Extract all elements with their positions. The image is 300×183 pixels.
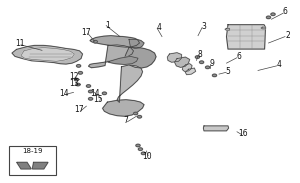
Text: 18-19: 18-19	[22, 148, 43, 154]
Text: 7: 7	[124, 116, 128, 125]
Text: 4: 4	[277, 60, 281, 70]
Polygon shape	[90, 36, 140, 47]
Text: 4: 4	[157, 23, 161, 32]
Circle shape	[74, 78, 79, 81]
Text: 5: 5	[226, 67, 230, 76]
Text: 8: 8	[197, 50, 202, 59]
Circle shape	[271, 13, 275, 16]
Circle shape	[137, 115, 142, 118]
Polygon shape	[117, 65, 142, 102]
Polygon shape	[185, 68, 196, 75]
Circle shape	[195, 56, 200, 58]
Polygon shape	[129, 39, 144, 48]
Text: 3: 3	[202, 22, 206, 31]
Polygon shape	[17, 162, 31, 169]
Circle shape	[141, 152, 146, 155]
Circle shape	[266, 16, 271, 19]
Polygon shape	[203, 126, 229, 131]
Text: 17: 17	[75, 105, 84, 114]
Circle shape	[76, 65, 81, 67]
Polygon shape	[21, 48, 74, 61]
Circle shape	[76, 83, 80, 86]
Circle shape	[102, 92, 106, 95]
Polygon shape	[124, 47, 156, 68]
Polygon shape	[32, 162, 48, 169]
Text: 15: 15	[94, 95, 103, 104]
Text: 17: 17	[82, 28, 91, 37]
Circle shape	[134, 112, 138, 115]
Polygon shape	[226, 25, 266, 49]
Polygon shape	[107, 56, 138, 64]
Polygon shape	[225, 28, 230, 30]
Circle shape	[86, 85, 91, 87]
Circle shape	[88, 90, 93, 93]
Polygon shape	[182, 64, 192, 71]
Polygon shape	[175, 57, 190, 67]
Circle shape	[138, 148, 142, 150]
Circle shape	[200, 61, 204, 64]
Text: 14: 14	[60, 89, 69, 98]
Polygon shape	[12, 45, 82, 64]
Circle shape	[88, 98, 93, 100]
Text: 6: 6	[283, 7, 287, 16]
Circle shape	[206, 66, 210, 69]
Text: 6: 6	[236, 52, 241, 61]
Circle shape	[136, 144, 140, 147]
Polygon shape	[103, 100, 144, 116]
Text: 14: 14	[91, 89, 100, 98]
Text: 10: 10	[142, 152, 152, 161]
Text: 13: 13	[70, 79, 79, 88]
Text: 1: 1	[106, 21, 110, 30]
Circle shape	[212, 74, 217, 77]
Polygon shape	[88, 45, 134, 68]
Polygon shape	[167, 53, 182, 62]
Text: 12: 12	[70, 72, 79, 81]
Bar	[9, 146, 56, 175]
Circle shape	[78, 72, 82, 74]
Circle shape	[93, 40, 98, 43]
Text: 11: 11	[15, 39, 24, 48]
Text: 16: 16	[238, 129, 248, 138]
Text: 2: 2	[286, 31, 290, 40]
Polygon shape	[261, 27, 266, 29]
Text: 9: 9	[209, 59, 214, 68]
